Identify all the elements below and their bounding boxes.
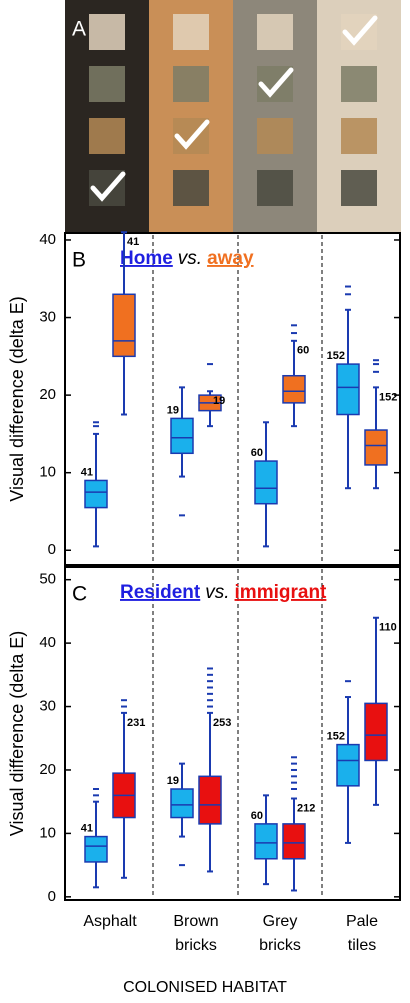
title-joiner: vs. bbox=[178, 248, 202, 269]
x-tick-label: Asphalt bbox=[83, 913, 137, 930]
check-mark bbox=[174, 119, 210, 150]
panel-label: C bbox=[72, 583, 87, 606]
box bbox=[336, 743, 360, 787]
box bbox=[282, 374, 306, 404]
tile-sample bbox=[257, 170, 293, 206]
x-tick-label: Pale bbox=[346, 913, 378, 930]
n-label: 60 bbox=[251, 447, 263, 459]
box bbox=[254, 823, 278, 860]
x-tick-label: Grey bbox=[263, 913, 298, 930]
n-label: 152 bbox=[379, 391, 397, 403]
y-tick-label: 50 bbox=[39, 571, 56, 588]
panel-label: A bbox=[72, 18, 86, 41]
box bbox=[336, 363, 360, 416]
y-tick-label: 10 bbox=[39, 464, 56, 481]
tile-sample bbox=[89, 66, 125, 102]
y-axis-label: Visual difference (delta E) bbox=[7, 631, 27, 836]
n-label: 41 bbox=[127, 236, 139, 248]
panel-label: B bbox=[72, 249, 86, 272]
tile-sample bbox=[173, 170, 209, 206]
box bbox=[254, 460, 278, 505]
n-label: 41 bbox=[81, 466, 93, 478]
box bbox=[84, 835, 108, 863]
y-tick-label: 30 bbox=[39, 309, 56, 326]
panel-title: Home vs. away bbox=[120, 248, 254, 269]
title-series: immigrant bbox=[235, 582, 328, 603]
box bbox=[282, 823, 306, 860]
y-tick-label: 10 bbox=[39, 824, 56, 841]
n-label: 152 bbox=[327, 731, 345, 743]
n-label: 152 bbox=[327, 350, 345, 362]
tile-sample bbox=[341, 118, 377, 154]
y-tick-label: 30 bbox=[39, 698, 56, 715]
plot-frame bbox=[64, 566, 401, 901]
tile-sample bbox=[89, 118, 125, 154]
n-label: 253 bbox=[213, 717, 231, 729]
tile-sample bbox=[341, 170, 377, 206]
photo-panel: A bbox=[65, 0, 401, 232]
n-label: 212 bbox=[297, 802, 315, 814]
x-tick-label: bricks bbox=[175, 937, 217, 954]
box bbox=[198, 775, 222, 825]
n-label: 19 bbox=[167, 404, 179, 416]
n-label: 19 bbox=[167, 775, 179, 787]
n-label: 60 bbox=[297, 345, 309, 357]
x-tick-label: tiles bbox=[348, 937, 376, 954]
check-mark bbox=[90, 171, 126, 202]
box bbox=[112, 293, 136, 358]
tile-sample bbox=[257, 118, 293, 154]
title-series: Resident bbox=[120, 582, 201, 603]
n-label: 19 bbox=[213, 395, 225, 407]
plot-frame bbox=[64, 232, 401, 566]
x-tick-label: bricks bbox=[259, 937, 301, 954]
tile-sample bbox=[89, 14, 125, 50]
y-tick-label: 20 bbox=[39, 761, 56, 778]
y-axis-label: Visual difference (delta E) bbox=[7, 296, 27, 501]
box bbox=[170, 788, 194, 819]
title-joiner: vs. bbox=[205, 582, 229, 603]
box bbox=[364, 429, 388, 466]
panel-title: Resident vs. immigrant bbox=[120, 582, 327, 603]
title-series: Home bbox=[120, 248, 173, 269]
n-label: 110 bbox=[379, 622, 397, 634]
tile-sample bbox=[173, 66, 209, 102]
title-series: away bbox=[207, 248, 254, 269]
tile-sample bbox=[341, 66, 377, 102]
n-label: 60 bbox=[251, 810, 263, 822]
y-tick-label: 0 bbox=[48, 541, 56, 558]
n-label: 231 bbox=[127, 717, 145, 729]
check-mark bbox=[258, 67, 294, 98]
box bbox=[364, 702, 388, 762]
x-axis-label: COLONISED HABITAT bbox=[123, 979, 287, 996]
y-tick-label: 40 bbox=[39, 231, 56, 248]
n-label: 41 bbox=[81, 822, 93, 834]
box bbox=[84, 479, 108, 509]
box bbox=[170, 417, 194, 455]
y-tick-label: 40 bbox=[39, 634, 56, 651]
y-tick-label: 0 bbox=[48, 888, 56, 905]
tile-sample bbox=[173, 14, 209, 50]
x-tick-label: Brown bbox=[173, 913, 218, 930]
tile-sample bbox=[257, 14, 293, 50]
check-mark bbox=[342, 15, 378, 46]
y-tick-label: 20 bbox=[39, 386, 56, 403]
